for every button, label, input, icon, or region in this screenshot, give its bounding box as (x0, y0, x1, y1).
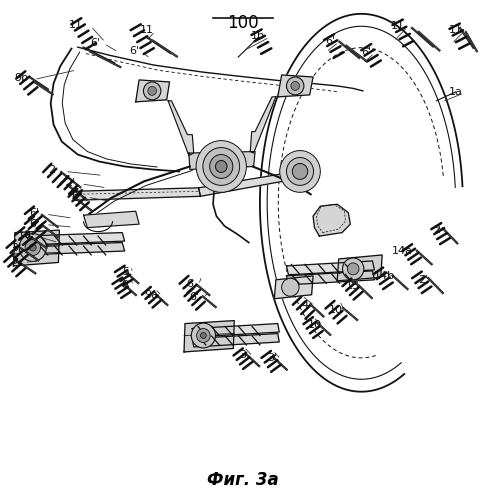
Circle shape (286, 158, 313, 186)
Text: 11: 11 (391, 21, 405, 31)
Text: 3: 3 (10, 256, 17, 266)
Text: 9b: 9b (15, 74, 29, 84)
Polygon shape (250, 97, 276, 153)
Polygon shape (189, 152, 255, 170)
Text: 6': 6' (190, 292, 200, 302)
Text: 6: 6 (186, 279, 193, 289)
Text: Фиг. 3а: Фиг. 3а (207, 470, 279, 488)
Text: 11: 11 (69, 20, 83, 30)
Circle shape (343, 258, 364, 280)
Polygon shape (199, 170, 310, 196)
Text: 10: 10 (329, 304, 343, 314)
Polygon shape (286, 271, 374, 285)
Text: 6': 6' (29, 208, 39, 218)
Text: 4: 4 (301, 300, 309, 310)
Text: 1b: 1b (250, 31, 264, 41)
Polygon shape (84, 211, 139, 228)
Text: 6': 6' (325, 36, 335, 46)
Circle shape (196, 140, 246, 192)
Circle shape (203, 148, 240, 186)
Circle shape (286, 77, 304, 95)
Text: 9a: 9a (144, 290, 158, 300)
Polygon shape (337, 255, 382, 281)
Text: 5: 5 (122, 267, 130, 277)
Text: 1a: 1a (449, 87, 463, 97)
Circle shape (191, 323, 215, 348)
Text: 10: 10 (17, 230, 32, 240)
Polygon shape (278, 75, 313, 97)
Text: 6': 6' (129, 46, 139, 56)
Circle shape (25, 240, 40, 256)
Circle shape (280, 150, 320, 192)
Text: 3': 3' (267, 354, 277, 364)
Polygon shape (192, 324, 279, 337)
Text: 2': 2' (417, 275, 428, 285)
Polygon shape (73, 188, 201, 200)
Text: 8: 8 (121, 280, 128, 290)
Text: 6': 6' (361, 47, 371, 57)
Polygon shape (275, 276, 313, 298)
Polygon shape (168, 101, 194, 156)
Polygon shape (23, 232, 124, 245)
Circle shape (209, 154, 233, 178)
Circle shape (347, 263, 359, 275)
Polygon shape (192, 334, 279, 347)
Text: 6': 6' (90, 38, 101, 48)
Circle shape (282, 278, 299, 296)
Text: 2: 2 (433, 225, 440, 235)
Text: 100: 100 (227, 14, 259, 32)
Text: 3: 3 (240, 350, 246, 360)
Circle shape (291, 82, 299, 90)
Circle shape (197, 328, 210, 342)
Circle shape (19, 234, 46, 262)
Text: 11: 11 (449, 25, 463, 35)
Polygon shape (14, 230, 59, 266)
Polygon shape (184, 320, 234, 352)
Circle shape (30, 244, 36, 251)
Polygon shape (23, 242, 124, 255)
Circle shape (292, 164, 308, 180)
Text: 6': 6' (29, 218, 39, 228)
Text: 11: 11 (139, 25, 154, 35)
Text: 14b: 14b (374, 271, 395, 281)
Polygon shape (136, 80, 170, 102)
Text: 2': 2' (65, 178, 75, 188)
Circle shape (215, 160, 227, 172)
Circle shape (148, 86, 156, 96)
Polygon shape (313, 204, 350, 236)
Text: 2: 2 (49, 166, 56, 175)
Circle shape (201, 332, 206, 338)
Text: 7: 7 (73, 192, 80, 202)
Text: 10: 10 (308, 320, 322, 330)
Text: 13: 13 (346, 282, 360, 292)
Text: 3': 3' (11, 242, 21, 252)
Circle shape (143, 82, 161, 100)
Text: 14a: 14a (392, 246, 413, 256)
Polygon shape (286, 261, 374, 275)
